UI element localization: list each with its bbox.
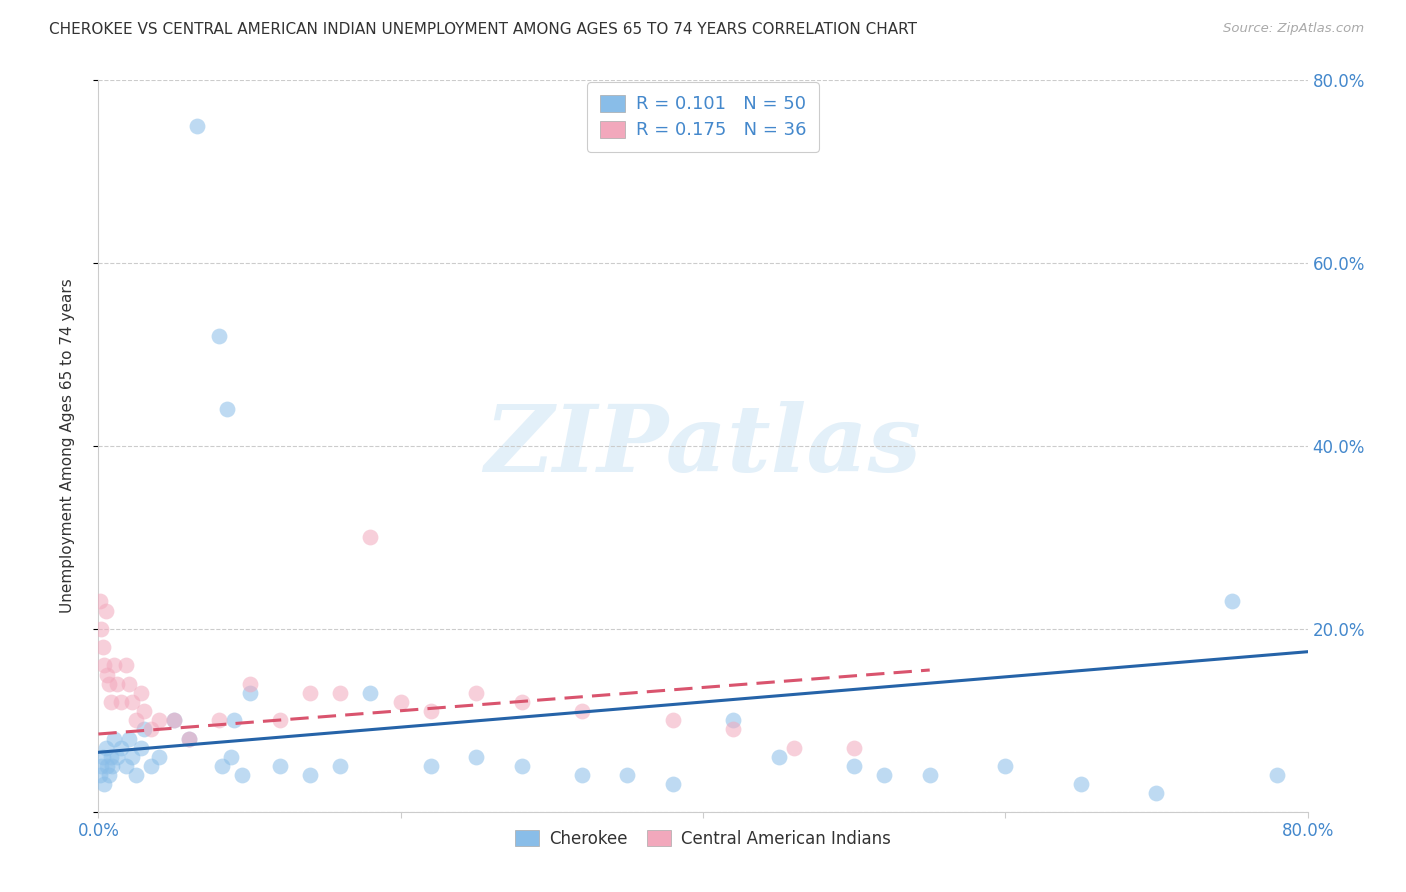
- Text: Source: ZipAtlas.com: Source: ZipAtlas.com: [1223, 22, 1364, 36]
- Point: [221, 749, 243, 764]
- Point: [1144, 787, 1167, 801]
- Point: [844, 740, 866, 755]
- Point: [571, 704, 593, 718]
- Point: [163, 714, 186, 728]
- Point: [118, 731, 141, 746]
- Point: [93, 777, 115, 791]
- Point: [125, 768, 148, 782]
- Point: [110, 695, 132, 709]
- Legend: Cherokee, Central American Indians: Cherokee, Central American Indians: [509, 823, 897, 855]
- Point: [994, 759, 1017, 773]
- Point: [299, 686, 322, 700]
- Point: [465, 749, 488, 764]
- Point: [329, 759, 352, 773]
- Point: [329, 686, 352, 700]
- Point: [360, 686, 382, 700]
- Point: [211, 759, 233, 773]
- Point: [208, 329, 231, 343]
- Point: [98, 768, 121, 782]
- Point: [121, 695, 143, 709]
- Point: [186, 119, 208, 133]
- Point: [125, 714, 148, 728]
- Point: [163, 714, 186, 728]
- Text: ZIPatlas: ZIPatlas: [485, 401, 921, 491]
- Point: [132, 704, 155, 718]
- Point: [89, 768, 111, 782]
- Point: [103, 731, 125, 746]
- Point: [1220, 594, 1243, 608]
- Point: [114, 658, 136, 673]
- Point: [299, 768, 322, 782]
- Point: [783, 740, 806, 755]
- Point: [94, 603, 117, 617]
- Point: [723, 714, 745, 728]
- Point: [101, 759, 124, 773]
- Point: [420, 704, 443, 718]
- Point: [110, 740, 132, 755]
- Point: [91, 749, 114, 764]
- Point: [148, 749, 170, 764]
- Point: [918, 768, 941, 782]
- Point: [269, 714, 291, 728]
- Text: CHEROKEE VS CENTRAL AMERICAN INDIAN UNEMPLOYMENT AMONG AGES 65 TO 74 YEARS CORRE: CHEROKEE VS CENTRAL AMERICAN INDIAN UNEM…: [49, 22, 917, 37]
- Point: [723, 723, 745, 737]
- Point: [100, 695, 122, 709]
- Point: [91, 640, 114, 655]
- Point: [389, 695, 412, 709]
- Point: [179, 731, 201, 746]
- Point: [616, 768, 638, 782]
- Point: [420, 759, 443, 773]
- Point: [129, 686, 152, 700]
- Point: [94, 740, 117, 755]
- Point: [148, 714, 170, 728]
- Point: [269, 759, 291, 773]
- Point: [1070, 777, 1092, 791]
- Point: [96, 667, 118, 681]
- Point: [132, 723, 155, 737]
- Point: [121, 749, 143, 764]
- Point: [98, 676, 121, 690]
- Point: [768, 749, 790, 764]
- Point: [510, 759, 533, 773]
- Point: [844, 759, 866, 773]
- Point: [571, 768, 593, 782]
- Point: [103, 658, 125, 673]
- Point: [239, 686, 262, 700]
- Point: [231, 768, 253, 782]
- Point: [141, 759, 163, 773]
- Point: [1267, 768, 1289, 782]
- Point: [208, 714, 231, 728]
- Point: [661, 714, 683, 728]
- Point: [510, 695, 533, 709]
- Point: [661, 777, 683, 791]
- Point: [239, 676, 262, 690]
- Y-axis label: Unemployment Among Ages 65 to 74 years: Unemployment Among Ages 65 to 74 years: [60, 278, 75, 614]
- Point: [93, 658, 115, 673]
- Point: [89, 594, 111, 608]
- Point: [90, 759, 112, 773]
- Point: [465, 686, 488, 700]
- Point: [215, 402, 238, 417]
- Point: [224, 714, 246, 728]
- Point: [179, 731, 201, 746]
- Point: [100, 749, 122, 764]
- Point: [360, 530, 382, 544]
- Point: [96, 759, 118, 773]
- Point: [114, 759, 136, 773]
- Point: [105, 749, 128, 764]
- Point: [873, 768, 896, 782]
- Point: [105, 676, 128, 690]
- Point: [118, 676, 141, 690]
- Point: [90, 622, 112, 636]
- Point: [129, 740, 152, 755]
- Point: [141, 723, 163, 737]
